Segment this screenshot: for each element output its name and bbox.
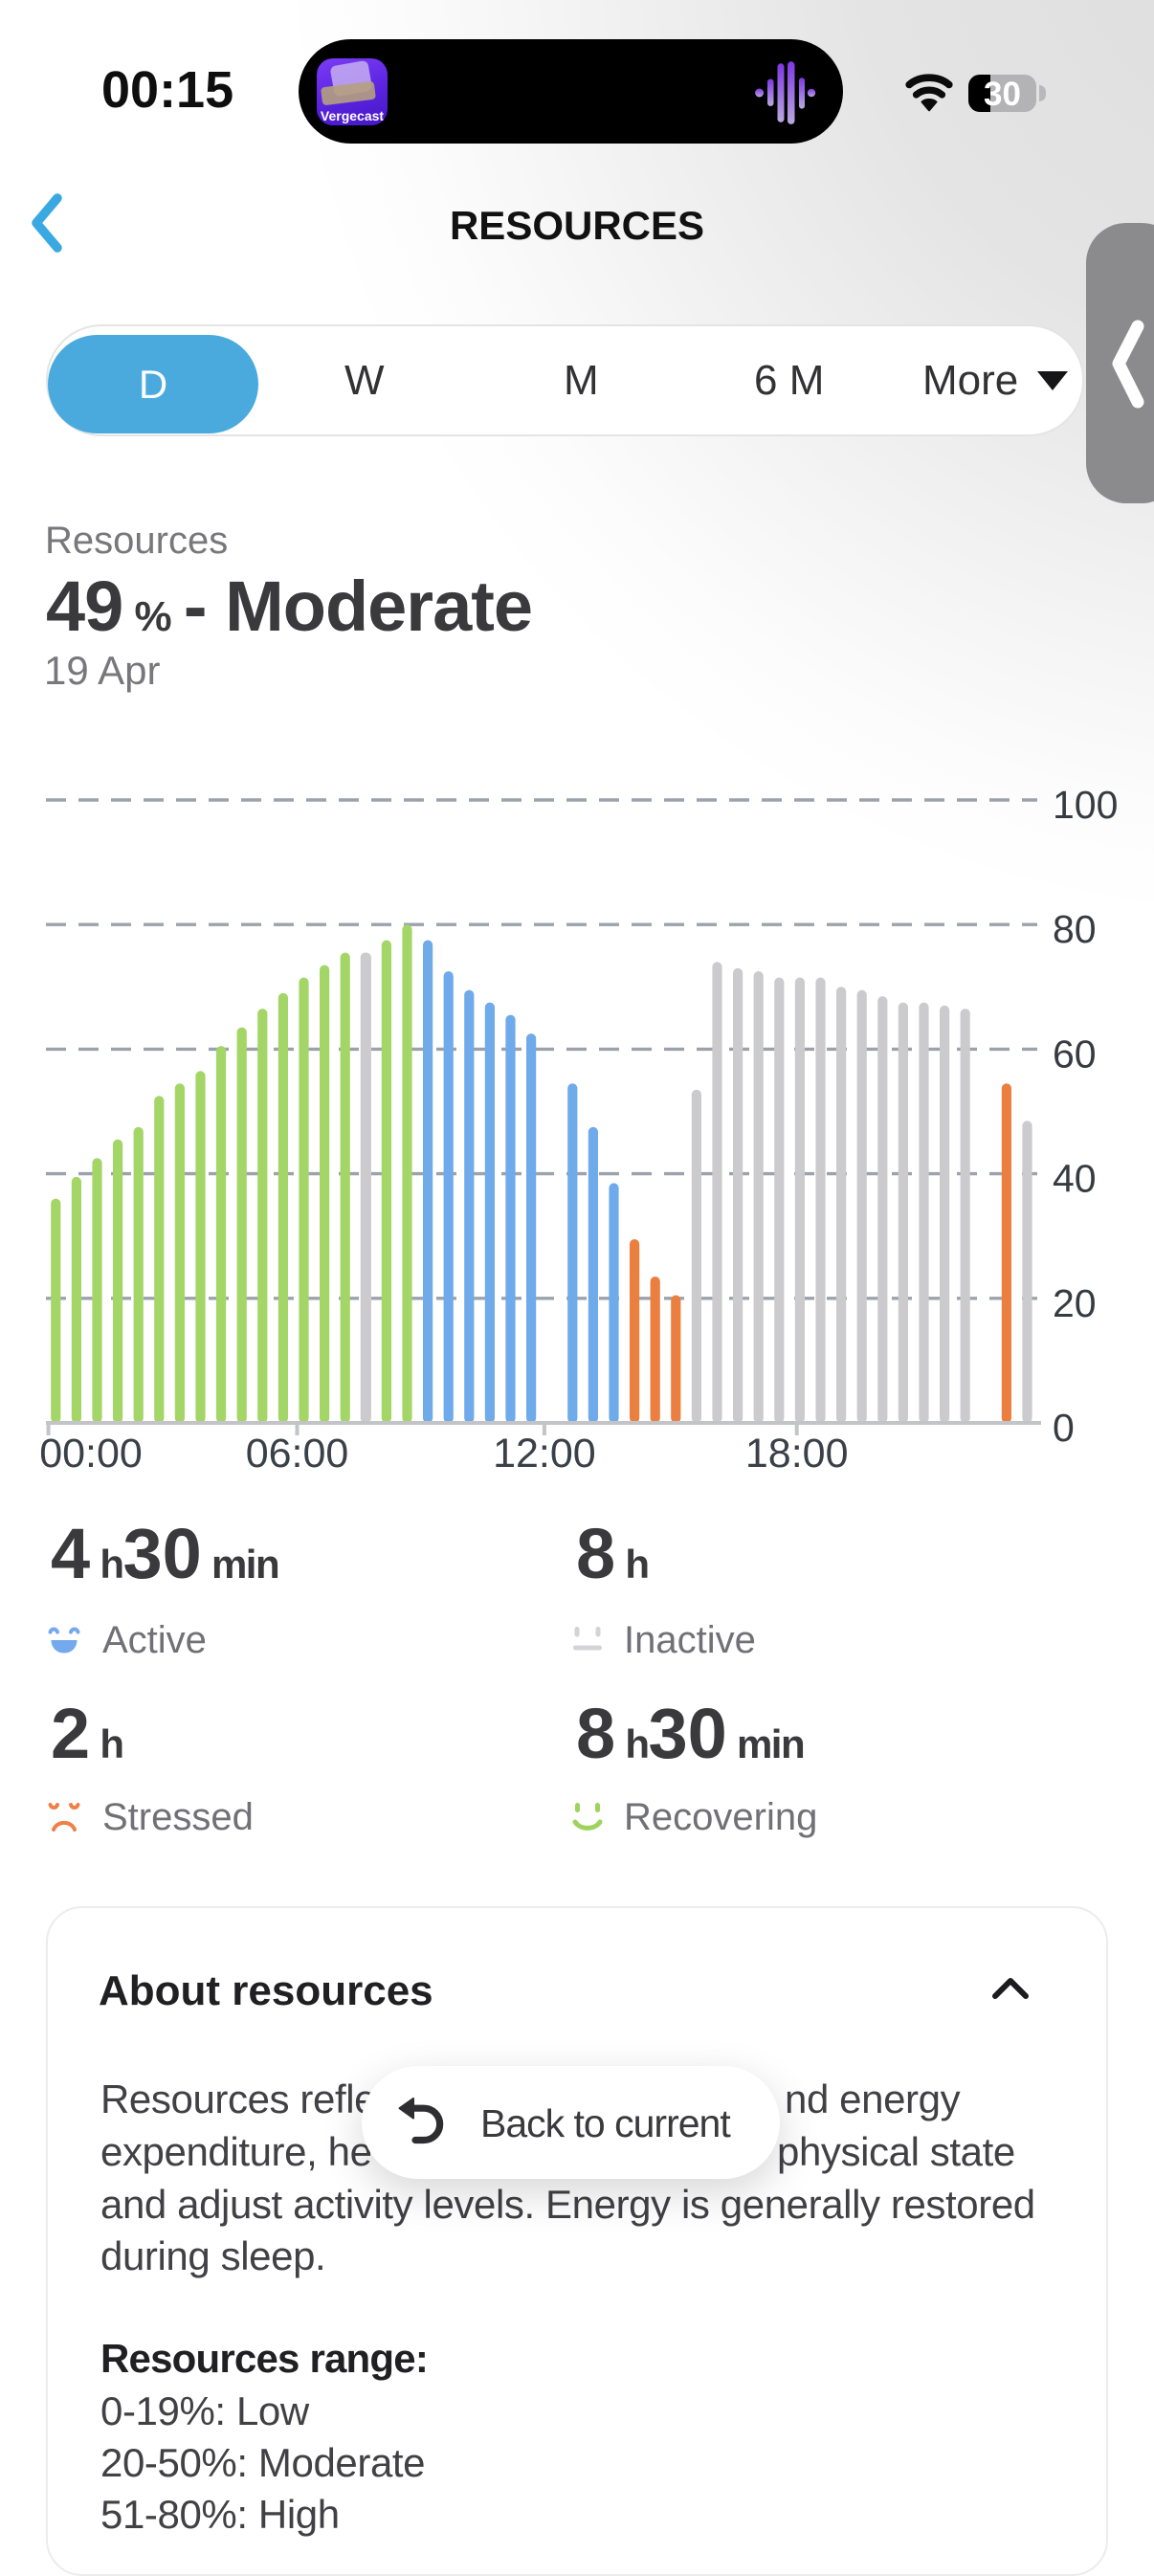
svg-text:80: 80 [1053,907,1097,951]
svg-text:20: 20 [1053,1281,1097,1325]
svg-text:60: 60 [1053,1032,1097,1076]
svg-text:40: 40 [1053,1157,1097,1201]
svg-text:100: 100 [1053,783,1118,827]
svg-text:12:00: 12:00 [493,1431,596,1477]
svg-text:18:00: 18:00 [745,1431,849,1477]
svg-text:06:00: 06:00 [246,1431,349,1477]
svg-text:00:00: 00:00 [39,1431,143,1477]
svg-text:0: 0 [1053,1406,1075,1450]
